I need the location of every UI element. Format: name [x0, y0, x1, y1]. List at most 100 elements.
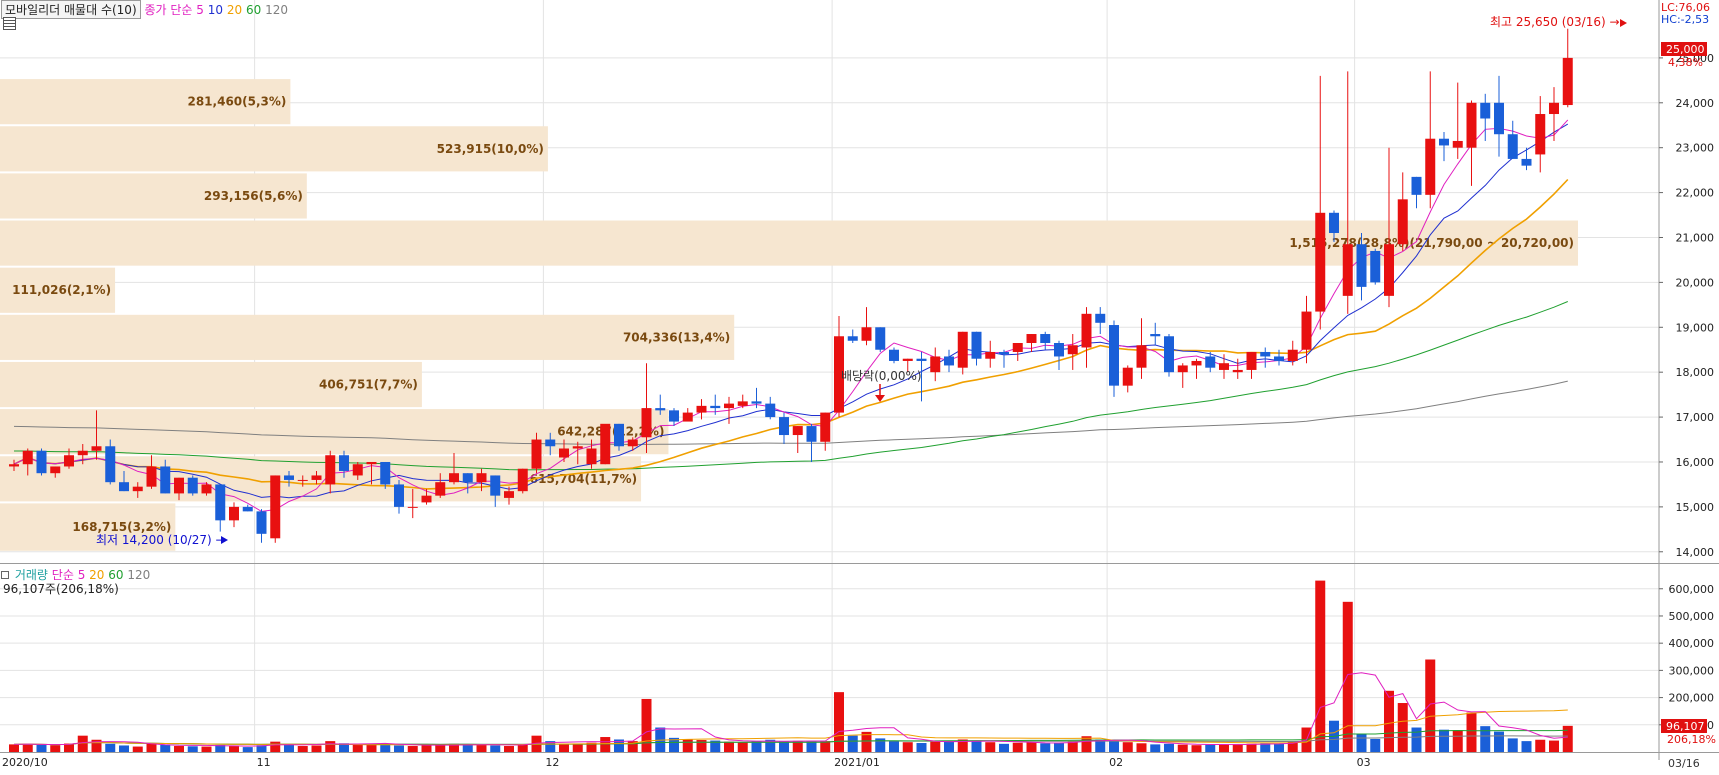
volume-bar	[1177, 744, 1188, 752]
volume-bar	[36, 744, 47, 752]
current-volume-tag	[1661, 719, 1707, 733]
volume-bar	[779, 741, 789, 752]
candle-body	[531, 439, 542, 469]
volume-bar	[77, 735, 88, 752]
candle-body	[449, 473, 459, 483]
profile-legend-box[interactable]: 모바일리더 매물대 수(10)	[1, 0, 141, 19]
candle-body	[875, 327, 886, 350]
ma120-legend: 120	[265, 3, 288, 17]
candle-body	[64, 455, 74, 467]
price-tick-label: 14,000	[1676, 546, 1715, 559]
candle-body	[902, 358, 913, 361]
candle-body	[146, 466, 157, 487]
volume-current-readout: 96,107주(206,18%)	[3, 582, 119, 596]
hc-readout: HC:-2,53	[1661, 13, 1709, 26]
volume-bar	[614, 739, 624, 752]
candle-body	[1095, 313, 1106, 323]
volume-bar	[559, 743, 569, 752]
volume-bar	[435, 744, 446, 752]
candle-body	[559, 448, 569, 458]
volume-bar	[1246, 743, 1257, 752]
current-price-tag	[1661, 42, 1707, 56]
candle-body	[105, 446, 116, 483]
candle-body	[174, 477, 184, 494]
vol-ma20-legend: 20	[89, 568, 105, 582]
volume-bar	[1494, 731, 1504, 752]
volume-bar	[944, 741, 954, 752]
high-arrow-icon	[1620, 19, 1627, 27]
volume-bar	[174, 746, 184, 752]
candle-body	[407, 506, 418, 508]
volume-bar	[242, 747, 253, 752]
volume-bar	[1452, 730, 1463, 752]
candle-body	[270, 475, 281, 539]
volume-bar	[517, 744, 528, 752]
volume-profile-bar	[0, 361, 422, 408]
candle-body	[779, 417, 789, 436]
candle-body	[1315, 212, 1326, 312]
ma10-legend: 10	[207, 3, 224, 17]
volume-profile-bar	[0, 267, 116, 313]
candle-body	[1205, 356, 1216, 368]
volume-bar	[1425, 659, 1436, 752]
candle-body	[724, 403, 734, 409]
price-tick-label: 18,000	[1676, 366, 1715, 379]
candle-body	[476, 473, 487, 483]
volume-profile-label: 293,156(5,6%)	[204, 189, 303, 203]
candle-body	[421, 495, 432, 503]
volume-bar	[380, 743, 391, 752]
volume-bar	[476, 744, 487, 752]
volume-tick-label: 600,000	[1669, 583, 1715, 596]
volume-bar	[462, 744, 473, 752]
volume-bar	[1384, 690, 1394, 752]
volume-profile-bar	[0, 173, 307, 219]
candle-body	[944, 356, 954, 366]
candle-body	[1425, 138, 1436, 195]
price-tick-label: 20,000	[1676, 276, 1715, 289]
volume-bar	[586, 742, 597, 752]
candle-body	[1329, 212, 1339, 233]
volume-bar	[311, 745, 322, 752]
high-annotation: 최고 25,650 (03/16) →	[1490, 15, 1620, 29]
candle-body	[1012, 343, 1023, 352]
volume-tick-label: 400,000	[1669, 637, 1715, 650]
volume-bar	[1507, 738, 1518, 752]
candle-body	[1370, 250, 1381, 283]
volume-bar	[806, 741, 817, 752]
candle-body	[1452, 140, 1463, 148]
volume-bar	[394, 745, 404, 752]
volume-bar	[1012, 742, 1023, 752]
date-tick-label: 2020/10	[2, 756, 48, 769]
volume-bar	[490, 745, 501, 752]
volume-bar	[339, 743, 349, 752]
volume-bar	[1549, 740, 1559, 752]
volume-bar	[1397, 703, 1408, 752]
low-arrow-icon	[221, 536, 228, 544]
candle-body	[36, 450, 47, 474]
volume-profile-label: 406,751(7,7%)	[319, 378, 418, 392]
candle-body	[242, 506, 253, 512]
volume-bar	[765, 739, 776, 752]
volume-bar	[1287, 741, 1298, 752]
candle-body	[256, 511, 267, 534]
candle-body	[1507, 134, 1518, 159]
candle-body	[1054, 343, 1064, 357]
volume-bar	[366, 744, 377, 752]
date-tick-label: 12	[545, 756, 559, 769]
candle-body	[77, 450, 88, 456]
candle-body	[1122, 367, 1133, 386]
volume-bar	[1232, 744, 1243, 752]
grid-toggle-icon[interactable]	[3, 17, 16, 30]
volume-bar	[187, 746, 198, 752]
volume-profile: 168,715(3,2%) 615,704(11,7%) 642,287(12,2%…	[0, 79, 1578, 551]
candle-body	[132, 486, 143, 492]
candle-body	[1177, 365, 1188, 373]
volume-bar	[1164, 743, 1174, 752]
candle-body	[462, 473, 473, 483]
volume-bar	[9, 744, 19, 752]
candle-body	[9, 464, 19, 467]
candle-body	[22, 450, 33, 465]
volume-bar	[215, 744, 226, 752]
candle-body	[352, 464, 363, 476]
